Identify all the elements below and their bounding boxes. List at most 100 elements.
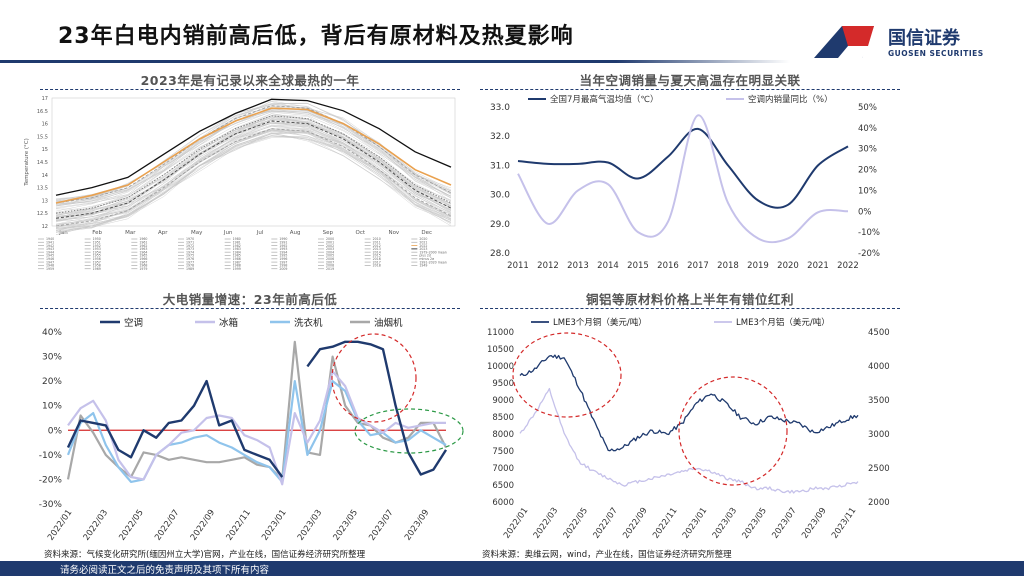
temperature-legend-label: 1947 — [46, 260, 54, 264]
appliance-y-tick: 0% — [48, 426, 63, 436]
ac-y-left-tick: 32.0 — [490, 132, 510, 142]
temperature-legend-label: 1956 — [93, 257, 101, 261]
temperature-legend-label: 1999 — [233, 267, 241, 271]
temperature-chart: 17 16.5 16 15.5 15 14.5 14 13.5 13 12.5 12 Temperat… — [24, 96, 456, 236]
ac-temperature-line — [517, 127, 849, 209]
metal-aluminum-line — [519, 387, 859, 494]
section-rule-temperature — [40, 89, 460, 90]
metal-x-tick: 2023/11 — [830, 506, 858, 541]
metal-x-tick: 2023/07 — [770, 506, 798, 541]
ac-y-left-tick: 30.0 — [490, 191, 510, 201]
temperature-legend-label: plus 2σ — [419, 254, 431, 258]
temperature-legend-label: 1946 — [46, 257, 54, 261]
temperature-legend-label: 2012 — [373, 244, 381, 248]
source-right: 资料来源：奥维云网，wind，产业在线，国信证券经济研究所整理 — [482, 550, 732, 560]
appliance-x-tick: 2023/05 — [332, 508, 360, 543]
ac-x-tick: 2011 — [507, 261, 529, 271]
metal-x-tick: 2023/09 — [800, 506, 828, 541]
temperature-legend-label: 2013 — [373, 247, 381, 251]
temperature-legend-label: 1997 — [279, 260, 287, 264]
temperature-legend-label: 1970 — [186, 237, 194, 241]
temperature-legend-label: 1972 — [186, 244, 194, 248]
ac-x-tick: 2016 — [657, 261, 679, 271]
temperature-legend-label: 1988 — [233, 264, 241, 268]
temperature-legend-label: 2020 — [419, 237, 427, 241]
metal-x-tick: 2023/05 — [741, 506, 769, 541]
temperature-legend-label: 1991 — [279, 241, 287, 245]
temperature-historical-line — [55, 110, 452, 209]
temperature-legend-label: 2003 — [326, 247, 334, 251]
appliance-x-tick: 2023/09 — [403, 508, 431, 543]
temperature-y-tick: 12 — [42, 224, 48, 230]
metal-y-left-tick: 10000 — [487, 362, 514, 372]
temperature-legend-label: 1955 — [93, 254, 101, 258]
ac-legend-label-sales: 空调内销量同比（%） — [748, 94, 833, 105]
metal-y-left-tick: 9000 — [492, 396, 514, 406]
temperature-series-minus-2- — [55, 128, 452, 227]
temperature-y-tick: 17 — [42, 96, 48, 102]
temperature-legend-label: 1952 — [93, 244, 101, 248]
appliance-legend-label: 冰箱 — [219, 317, 238, 329]
temperature-legend-label: 2007 — [326, 260, 334, 264]
footer-disclaimer: 请务必阅读正文之后的免责声明及其项下所有内容 — [60, 565, 270, 576]
temperature-x-tick: Jun — [223, 230, 233, 236]
temperature-legend-label: 2019 — [326, 267, 334, 271]
metal-highlight-ellipse-2022 — [512, 332, 622, 418]
temperature-legend-label: 1976 — [186, 257, 194, 261]
appliance-series-1 — [67, 370, 446, 486]
metal-legend-label-aluminum: LME3个月铝（美元/吨） — [736, 317, 830, 328]
temperature-y-tick: 14.5 — [37, 160, 48, 166]
temperature-legend-label: 1977 — [186, 260, 194, 264]
metal-y-left-tick: 9500 — [492, 379, 514, 389]
temperature-legend-label: 1960 — [139, 237, 147, 241]
temperature-legend-label: 1971 — [186, 241, 194, 245]
temperature-legend-label: 1963 — [139, 247, 147, 251]
temperature-legend-label: 1974 — [186, 250, 194, 254]
temperature-y-tick: 14 — [42, 173, 48, 179]
metal-x-tick: 2022/09 — [621, 506, 649, 541]
temperature-historical-line — [55, 126, 452, 223]
temperature-legend-label: 2001 — [326, 241, 334, 245]
temperature-historical-line — [55, 108, 452, 203]
temperature-historical-line — [55, 133, 452, 235]
ac-y-right-tick: 50% — [858, 103, 877, 113]
temperature-legend-label: 2023 — [419, 247, 427, 251]
ac-x-tick: 2013 — [567, 261, 589, 271]
temperature-series-1979-2000-mean — [55, 120, 452, 219]
temperature-historical-line — [55, 113, 452, 210]
temperature-legend-label: 2002 — [326, 244, 334, 248]
temperature-legend-label: 1951 — [93, 241, 101, 245]
temperature-historical-line — [55, 124, 452, 221]
temperature-y-tick: 16.5 — [37, 109, 48, 115]
temperature-y-tick: 15.5 — [37, 134, 48, 140]
temperature-historical-line — [55, 118, 452, 218]
appliance-highlight-green-ellipse — [354, 408, 464, 454]
footer-bar: 请务必阅读正文之后的免责声明及其项下所有内容 — [0, 561, 1024, 576]
appliance-highlight-red-ellipse — [331, 333, 417, 423]
section-title-appliance: 大电销量增速：23年前高后低 — [162, 292, 338, 307]
appliance-y-tick: 40% — [42, 328, 62, 338]
metal-x-tick: 2022/07 — [591, 506, 619, 541]
ac-x-tick: 2022 — [837, 261, 859, 271]
temperature-x-tick: Sep — [323, 230, 334, 236]
temperature-legend-label: 1983 — [233, 247, 241, 251]
temperature-legend-label: 1986 — [233, 257, 241, 261]
temperature-legend-label: 2006 — [326, 257, 334, 261]
section-title-temperature: 2023年是有记录以来全球最热的一年 — [140, 73, 360, 88]
ac-x-tick: 2020 — [777, 261, 799, 271]
appliance-x-tick: 2023/03 — [296, 508, 324, 543]
metal-y-left-tick: 6500 — [492, 481, 514, 491]
ac-x-tick: 2018 — [717, 261, 739, 271]
temperature-legend-label: 2004 — [326, 250, 334, 254]
temperature-legend-label: 1991-2020 mean — [419, 260, 446, 264]
page-title: 23年白电内销前高后低，背后有原材料及热夏影响 — [58, 24, 574, 49]
ac-sales-yoy-line — [517, 114, 849, 244]
temperature-historical-line — [55, 116, 452, 215]
temperature-x-tick: Jul — [256, 230, 264, 236]
metal-y-right-tick: 2000 — [868, 498, 890, 508]
logo-shape-white — [838, 46, 868, 58]
metal-legend-label-copper: LME3个月铜（美元/吨） — [553, 317, 647, 328]
appliance-x-tick: 2023/07 — [367, 508, 395, 543]
temperature-legend-label: 2000 — [326, 237, 334, 241]
section-rule-metal — [480, 308, 900, 309]
